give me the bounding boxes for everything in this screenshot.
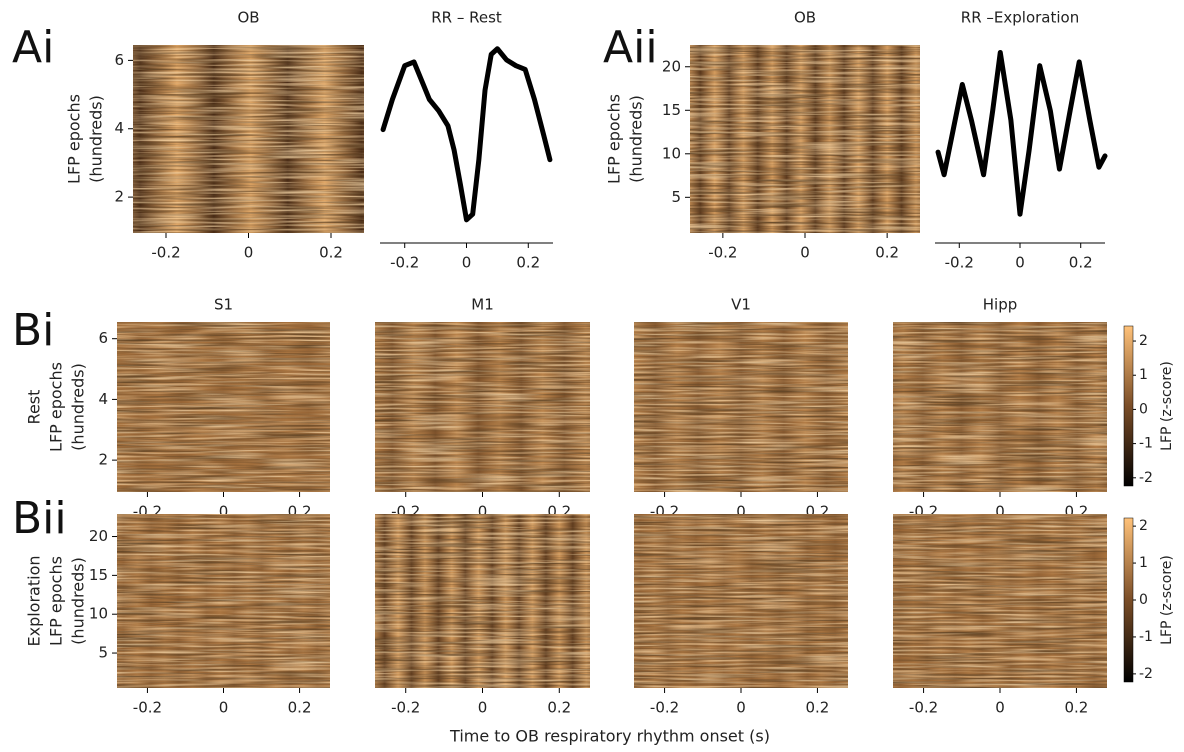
y-tick-label: 15: [89, 566, 108, 584]
panel-label: Aii: [603, 22, 658, 73]
y-tick-label: 20: [89, 527, 108, 545]
chart-title: Hipp: [983, 296, 1018, 314]
chart-title: M1: [471, 296, 494, 314]
y-tick-label: 10: [662, 144, 681, 162]
colorbar-tick-label: 2: [1139, 333, 1148, 349]
x-tick-label: 0: [219, 699, 229, 717]
x-tick-label: 0: [736, 503, 746, 521]
trace: [380, 46, 553, 223]
y-axis-label: LFP epochs: [47, 556, 66, 646]
y-tick-label: 6: [114, 51, 124, 69]
chart-title: OB: [794, 9, 816, 27]
chart-title: RR –Exploration: [961, 9, 1079, 27]
x-tick-label: -0.2: [708, 244, 737, 262]
colorbar-tick-label: 2: [1139, 518, 1148, 534]
x-tick-label: 0: [1015, 254, 1025, 272]
x-tick-label: 0: [736, 699, 746, 717]
y-tick-label: 10: [89, 605, 108, 623]
colorbar-tick-label: -2: [1139, 470, 1153, 486]
x-tick-label: 0: [478, 503, 488, 521]
x-tick-label: 0: [219, 503, 229, 521]
colorbar-tick-label: 1: [1139, 555, 1148, 571]
x-tick-label: 0: [995, 699, 1005, 717]
colorbar-tick-label: 0: [1139, 401, 1148, 417]
x-tick-label: 0.2: [516, 254, 540, 272]
y-axis-label: LFP epochs: [47, 362, 66, 452]
colorbar-tick-label: -2: [1139, 666, 1153, 682]
colorbar-label: LFP (z-score): [1159, 361, 1175, 451]
chart-title: V1: [731, 296, 751, 314]
x-tick-label: 0.2: [1069, 254, 1093, 272]
y-tick-label: 4: [98, 390, 108, 408]
heatmap-noise: [117, 322, 330, 492]
y-axis-label: Rest: [25, 390, 44, 425]
y-tick-label: 20: [662, 57, 681, 75]
y-axis-label: LFP epochs: [65, 94, 84, 184]
x-tick-label: 0: [462, 254, 472, 272]
colorbar-tick-label: 0: [1139, 592, 1148, 608]
x-tick-label: 0: [244, 244, 254, 262]
x-tick-label: -0.2: [945, 254, 974, 272]
x-tick-label: -0.2: [391, 699, 420, 717]
chart-title: RR – Rest: [431, 9, 502, 27]
trace: [935, 50, 1108, 217]
heatmap-noise: [634, 322, 848, 492]
panel-label: Bi: [12, 305, 54, 356]
y-axis-label: LFP epochs: [605, 94, 624, 184]
x-tick-label: 0: [478, 699, 488, 717]
y-axis-label: (hundreds): [627, 95, 646, 183]
x-axis-label: Time to OB respiratory rhythm onset (s): [449, 727, 770, 746]
x-tick-label: -0.2: [151, 244, 180, 262]
colorbar: [1123, 517, 1134, 683]
x-tick-label: -0.2: [133, 699, 162, 717]
y-axis-label: (hundreds): [69, 363, 88, 451]
x-tick-label: 0.2: [875, 244, 899, 262]
y-axis-label: (hundreds): [69, 557, 88, 645]
colorbar-tick-label: -1: [1139, 436, 1153, 452]
heatmap-noise: [117, 514, 330, 688]
panel-label: Ai: [12, 22, 54, 73]
y-tick-label: 2: [114, 188, 124, 206]
heatmap-noise: [893, 322, 1107, 492]
colorbar-label: LFP (z-score): [1159, 555, 1175, 645]
x-tick-label: 0.2: [319, 244, 343, 262]
x-tick-label: 0.2: [1064, 699, 1088, 717]
y-tick-label: 4: [114, 119, 124, 137]
x-tick-label: -0.2: [650, 699, 679, 717]
y-tick-label: 5: [671, 188, 681, 206]
x-tick-label: 0: [800, 244, 810, 262]
heatmap-noise: [133, 45, 364, 233]
y-tick-label: 15: [662, 101, 681, 119]
heatmap-noise: [634, 514, 848, 688]
y-tick-label: 5: [98, 644, 108, 662]
chart-title: S1: [214, 296, 233, 314]
heatmap-noise: [375, 514, 590, 688]
x-tick-label: 0.2: [547, 699, 571, 717]
y-tick-label: 6: [98, 329, 108, 347]
x-tick-label: 0.2: [288, 699, 312, 717]
x-tick-label: -0.2: [390, 254, 419, 272]
panel-label: Bii: [12, 493, 67, 544]
heatmap-noise: [690, 45, 920, 233]
y-axis-label: (hundreds): [87, 95, 106, 183]
colorbar: [1123, 325, 1134, 487]
y-tick-label: 2: [98, 451, 108, 469]
colorbar-tick-label: -1: [1139, 629, 1153, 645]
x-tick-label: 0: [995, 503, 1005, 521]
colorbar-tick-label: 1: [1139, 367, 1148, 383]
heatmap-noise: [893, 514, 1107, 688]
heatmap-noise: [375, 322, 590, 492]
chart-title: OB: [237, 9, 259, 27]
x-tick-label: 0.2: [805, 699, 829, 717]
x-tick-label: -0.2: [909, 699, 938, 717]
y-axis-label: Exploration: [25, 556, 44, 647]
